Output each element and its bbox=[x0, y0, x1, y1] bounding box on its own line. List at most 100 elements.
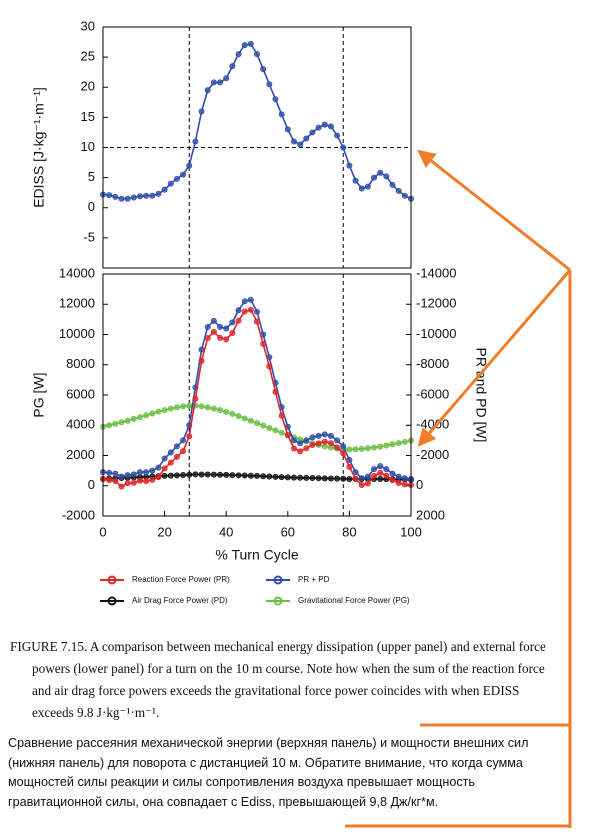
data-point bbox=[358, 185, 365, 192]
data-point bbox=[155, 474, 162, 481]
data-point bbox=[247, 306, 254, 313]
data-point bbox=[180, 437, 187, 444]
data-point bbox=[223, 408, 230, 415]
data-point bbox=[217, 334, 224, 341]
data-point bbox=[167, 459, 174, 466]
data-point bbox=[241, 415, 248, 422]
data-point bbox=[198, 471, 205, 478]
data-point bbox=[223, 471, 230, 478]
data-point bbox=[284, 432, 291, 439]
data-point bbox=[383, 173, 390, 180]
data-point bbox=[389, 477, 396, 484]
data-point bbox=[112, 470, 119, 477]
data-point bbox=[253, 51, 260, 58]
data-point bbox=[401, 475, 408, 482]
x-tick-label: 60 bbox=[281, 524, 295, 539]
data-point bbox=[395, 440, 402, 447]
y2-tick-label: -12000 bbox=[416, 296, 456, 311]
data-point bbox=[130, 415, 137, 422]
data-point bbox=[229, 63, 236, 70]
data-point bbox=[210, 328, 217, 335]
y-tick-label: -2000 bbox=[62, 507, 95, 522]
data-point bbox=[161, 472, 168, 479]
data-point bbox=[395, 187, 402, 194]
data-point bbox=[124, 195, 131, 202]
data-point bbox=[204, 404, 211, 411]
data-point bbox=[210, 79, 217, 86]
data-point bbox=[297, 440, 304, 447]
data-point bbox=[143, 478, 150, 485]
data-point bbox=[173, 175, 180, 182]
data-point bbox=[106, 192, 113, 199]
data-point bbox=[364, 445, 371, 452]
data-point bbox=[315, 432, 322, 439]
data-point bbox=[235, 51, 242, 58]
data-point bbox=[112, 193, 119, 200]
data-point bbox=[155, 408, 162, 415]
data-point bbox=[217, 407, 224, 414]
y2-tick-label: -2000 bbox=[416, 447, 449, 462]
legend-label: Reaction Force Power (PR) bbox=[132, 575, 230, 584]
data-point bbox=[253, 420, 260, 427]
legend-label: PR + PD bbox=[298, 575, 330, 584]
data-point bbox=[217, 471, 224, 478]
data-point bbox=[346, 463, 353, 470]
data-point bbox=[130, 194, 137, 201]
y-tick-label: 14000 bbox=[59, 265, 95, 280]
data-point bbox=[149, 467, 156, 474]
data-point bbox=[346, 162, 353, 169]
data-point bbox=[383, 466, 390, 473]
data-point bbox=[241, 308, 248, 315]
data-point bbox=[395, 473, 402, 480]
y-tick-label: 30 bbox=[81, 18, 95, 33]
data-point bbox=[173, 443, 180, 450]
data-point bbox=[260, 341, 267, 348]
series-line bbox=[102, 404, 412, 451]
data-point bbox=[266, 363, 273, 370]
data-point bbox=[340, 443, 347, 450]
data-point bbox=[315, 475, 322, 482]
data-point bbox=[278, 429, 285, 436]
data-point bbox=[346, 446, 353, 453]
data-point bbox=[297, 474, 304, 481]
data-point bbox=[327, 440, 334, 447]
translation-text: Сравнение рассеяния механической энергии… bbox=[8, 736, 529, 809]
y-tick-label: 20 bbox=[81, 79, 95, 94]
plot-frame bbox=[102, 26, 412, 269]
data-point bbox=[377, 475, 384, 482]
data-point bbox=[358, 481, 365, 488]
data-point bbox=[106, 477, 113, 484]
data-point bbox=[315, 440, 322, 447]
data-point bbox=[167, 472, 174, 479]
data-point bbox=[198, 108, 205, 115]
data-point bbox=[210, 405, 217, 412]
data-point bbox=[198, 357, 205, 364]
data-point bbox=[389, 181, 396, 188]
data-point bbox=[235, 317, 242, 324]
data-point bbox=[284, 474, 291, 481]
legend-swatch bbox=[273, 596, 283, 606]
data-point bbox=[278, 474, 285, 481]
data-point bbox=[371, 444, 378, 451]
data-point bbox=[352, 177, 359, 184]
x-tick-label: 80 bbox=[342, 524, 356, 539]
y2-tick-label: -4000 bbox=[416, 417, 449, 432]
data-point bbox=[198, 403, 205, 410]
data-point bbox=[155, 190, 162, 197]
data-point bbox=[327, 432, 334, 439]
data-point bbox=[315, 124, 322, 131]
data-point bbox=[149, 476, 156, 483]
data-point bbox=[161, 407, 168, 414]
data-point bbox=[223, 325, 230, 332]
data-point bbox=[204, 335, 211, 342]
data-point bbox=[217, 79, 224, 86]
data-point bbox=[334, 475, 341, 482]
data-point bbox=[321, 475, 328, 482]
data-point bbox=[371, 472, 378, 479]
data-point bbox=[321, 121, 328, 128]
data-point bbox=[260, 66, 267, 73]
y-tick-label: 0 bbox=[88, 199, 95, 214]
data-point bbox=[303, 445, 310, 452]
data-point bbox=[297, 448, 304, 455]
